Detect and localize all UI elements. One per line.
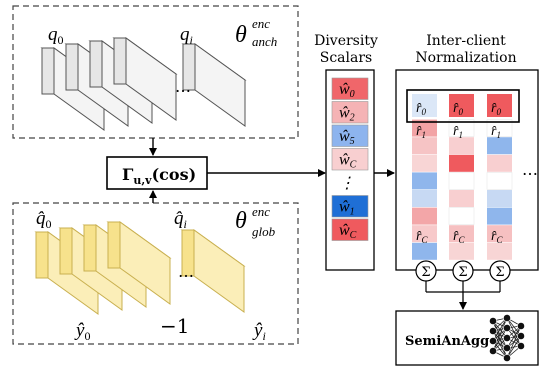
aggregator-box: [395, 310, 539, 366]
scalar-cell-label: ŵ1: [339, 199, 355, 218]
global-prism: [180, 229, 246, 313]
normalization-cell: [448, 207, 475, 225]
similarity-box: [106, 156, 208, 190]
top-row-highlight: [406, 89, 520, 123]
anchor-encoder-sub: anch: [252, 34, 277, 49]
normalization-cell: [448, 172, 475, 190]
scalar-cell: ŵC: [331, 218, 369, 241]
normalization-cell: [487, 94, 512, 117]
normalization-cell: [412, 172, 437, 190]
normalization-column: r̂0 r̂1 r̂C: [412, 94, 437, 260]
scalar-cell: ŵ1: [331, 195, 369, 218]
normalization-label: r̂1: [416, 124, 426, 140]
scalar-cell-label: ⋮: [339, 175, 355, 192]
normalization-cell: [412, 137, 437, 155]
normalization-cell: [487, 242, 512, 260]
normalization-cell: [487, 190, 512, 207]
normalization-cell: [449, 225, 474, 243]
normalization-cell: [412, 94, 437, 117]
normalization-label: r̂1: [453, 124, 463, 140]
aggregator-label: SemiAnAgg: [405, 334, 489, 349]
normalization-label: r̂0: [491, 101, 501, 117]
global-encoder-sup: enc: [252, 204, 270, 219]
sum-node: Σ: [415, 260, 437, 292]
normalization-label: r̂1: [491, 124, 501, 140]
sum-node: Σ: [452, 260, 474, 292]
normalization-cell: [449, 190, 474, 207]
scalar-cell: ⋮: [332, 172, 368, 194]
anchor-encoder-label: θ: [235, 22, 247, 48]
normalization-cell: [487, 207, 512, 225]
normalization-cell: [449, 242, 474, 260]
global-encoder-label: θ: [235, 208, 247, 234]
normalization-cell: [487, 154, 512, 172]
scalar-cell: ŵ0: [331, 77, 369, 100]
scalars-outer-box: [325, 69, 375, 271]
global-feature-prisms: [34, 221, 246, 315]
global-encoder-sub: glob: [252, 224, 276, 239]
normalization-cell: [486, 119, 513, 137]
sum-symbol: Σ: [458, 265, 467, 280]
normalization-cell: [412, 225, 437, 243]
global-prism: [106, 221, 172, 305]
normalization-ellipsis: …: [522, 160, 538, 179]
anchor-prism: [181, 43, 247, 127]
normalization-label: r̂C: [453, 229, 465, 245]
normalization-label: r̂0: [416, 101, 426, 117]
anchor-last-label: qi: [180, 24, 193, 47]
normalization-column: r̂0 r̂1 r̂C: [448, 94, 475, 260]
normalization-cell: [412, 190, 437, 207]
normalization-cell: [412, 242, 437, 260]
normalization-cell: [449, 154, 474, 172]
scalar-cells: ŵ0 ŵ2 ŵ5 ŵC ⋮ ŵ1 ŵC: [331, 77, 369, 241]
neural-network-icon: [489, 314, 525, 362]
anchor-ellipsis: …: [175, 77, 191, 96]
normalization-title-line2: Normalization: [415, 50, 516, 66]
normalization-cell: [487, 137, 512, 155]
scalar-cell-label: ŵC: [339, 222, 357, 241]
scalar-cell-label: ŵ2: [339, 105, 355, 124]
global-last-label: q̂i: [174, 208, 187, 231]
global-ellipsis: …: [178, 262, 194, 281]
normalization-label: r̂0: [453, 101, 463, 117]
scalars-title-line1: Diversity: [314, 33, 378, 49]
global-bottom-mid: −1: [160, 314, 189, 338]
normalization-cell: [412, 154, 437, 172]
scalar-cell: ŵ5: [331, 124, 369, 147]
normalization-label: r̂C: [416, 229, 428, 245]
normalization-title-line1: Inter-client: [426, 33, 506, 49]
normalization-cell: [486, 172, 513, 190]
normalization-cell: [448, 119, 475, 137]
anchor-prism: [112, 37, 178, 121]
sum-node: Σ: [489, 260, 511, 292]
scalar-cell-label: ŵC: [339, 152, 357, 171]
normalization-column: r̂0 r̂1 r̂C: [486, 94, 513, 260]
normalization-columns: r̂0 r̂1 r̂C r̂0 r̂1 r̂C r̂0 r̂1 r̂C: [412, 94, 513, 260]
global-encoder-box: [12, 202, 299, 345]
anchor-first-label: q0: [48, 24, 64, 47]
normalization-label: r̂C: [491, 229, 503, 245]
normalization-cell: [412, 119, 437, 137]
scalars-title-line2: Scalars: [320, 50, 372, 66]
normalization-cell: [449, 94, 474, 117]
global-first-label: q̂0: [36, 208, 52, 231]
normalization-cell: [449, 137, 474, 155]
global-bottom-last: ŷi: [252, 320, 266, 343]
normalization-cell: [487, 225, 512, 243]
anchor-feature-prisms: [40, 37, 247, 131]
global-bottom-first: ŷ0: [74, 320, 90, 343]
scalar-cell: ŵ2: [331, 101, 369, 124]
similarity-label: Γu,v(cos): [122, 165, 196, 187]
scalar-cell-label: ŵ0: [339, 81, 355, 100]
scalar-cell-label: ŵ5: [339, 128, 355, 147]
sum-symbol: Σ: [421, 265, 430, 280]
anchor-encoder-box: [12, 5, 299, 139]
normalization-cell: [412, 207, 437, 225]
anchor-encoder-sup: enc: [252, 16, 270, 31]
scalar-cell: ŵC: [331, 148, 369, 171]
sum-symbol: Σ: [495, 265, 504, 280]
